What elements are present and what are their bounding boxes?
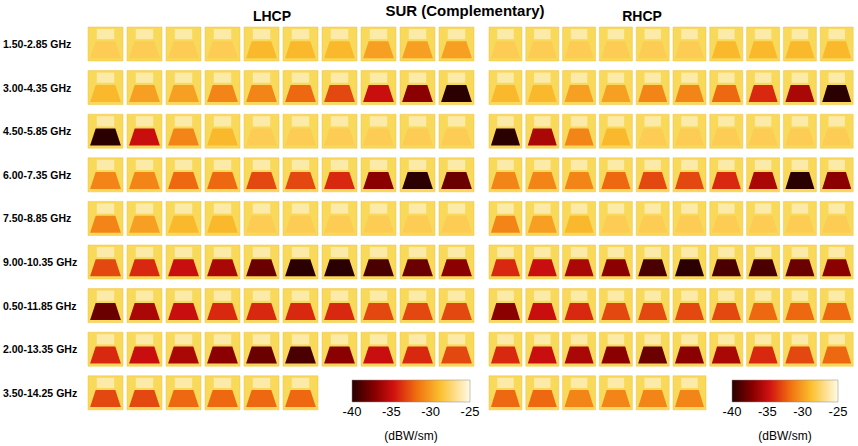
- svg-text:(dBW/sm): (dBW/sm): [758, 429, 811, 443]
- svg-text:2.00-13.35 GHz: 2.00-13.35 GHz: [3, 343, 77, 355]
- svg-text:(dBW/sm): (dBW/sm): [384, 429, 437, 443]
- svg-text:-30: -30: [793, 404, 812, 419]
- svg-text:-40: -40: [723, 404, 742, 419]
- svg-text:-25: -25: [461, 404, 480, 419]
- svg-text:9.00-10.35 GHz: 9.00-10.35 GHz: [3, 256, 77, 268]
- svg-text:-35: -35: [758, 404, 777, 419]
- svg-text:3.00-4.35 GHz: 3.00-4.35 GHz: [3, 82, 71, 94]
- svg-text:LHCP: LHCP: [253, 8, 291, 24]
- svg-text:4.50-5.85 GHz: 4.50-5.85 GHz: [3, 125, 71, 137]
- svg-text:6.00-7.35 GHz: 6.00-7.35 GHz: [3, 169, 71, 181]
- svg-text:-35: -35: [382, 404, 401, 419]
- svg-text:-30: -30: [421, 404, 440, 419]
- svg-text:-40: -40: [343, 404, 362, 419]
- svg-text:1.50-2.85 GHz: 1.50-2.85 GHz: [3, 38, 71, 50]
- svg-text:3.50-14.25 GHz: 3.50-14.25 GHz: [3, 387, 77, 399]
- svg-text:7.50-8.85 GHz: 7.50-8.85 GHz: [3, 212, 71, 224]
- svg-text:0.50-11.85 GHz: 0.50-11.85 GHz: [3, 300, 77, 312]
- svg-text:SUR (Complementary): SUR (Complementary): [385, 2, 544, 19]
- svg-text:RHCP: RHCP: [622, 8, 662, 24]
- svg-text:-25: -25: [829, 404, 848, 419]
